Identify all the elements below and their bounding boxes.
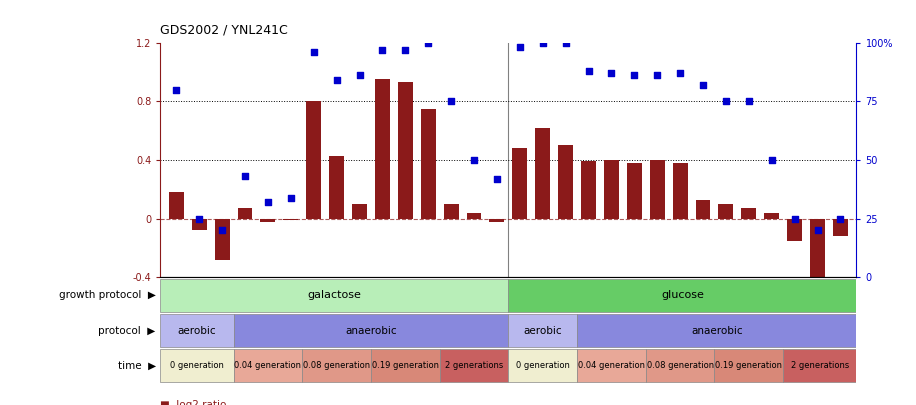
Text: growth protocol  ▶: growth protocol ▶: [59, 290, 156, 301]
Bar: [466, 213, 482, 219]
Bar: [714, 350, 783, 382]
Bar: [627, 163, 642, 219]
Bar: [718, 204, 734, 219]
Text: protocol  ▶: protocol ▶: [99, 326, 156, 336]
Bar: [234, 314, 508, 347]
Point: [810, 227, 824, 234]
Point: [833, 215, 847, 222]
Point: [191, 215, 206, 222]
Point: [466, 157, 482, 163]
Bar: [302, 350, 371, 382]
Text: glucose: glucose: [661, 290, 703, 301]
Bar: [160, 314, 234, 347]
Point: [237, 173, 252, 180]
Bar: [160, 350, 234, 382]
Bar: [783, 350, 856, 382]
Point: [260, 199, 275, 205]
Text: 2 generations: 2 generations: [445, 361, 503, 371]
Point: [398, 46, 412, 53]
Bar: [214, 219, 230, 260]
Text: 0.19 generation: 0.19 generation: [372, 361, 439, 371]
Bar: [581, 162, 596, 219]
Point: [604, 70, 618, 76]
Bar: [440, 350, 508, 382]
Point: [420, 39, 435, 46]
Text: galactose: galactose: [308, 290, 361, 301]
Bar: [508, 279, 856, 312]
Point: [741, 98, 756, 104]
Text: aerobic: aerobic: [523, 326, 562, 336]
Bar: [577, 314, 856, 347]
Bar: [306, 101, 322, 219]
Point: [535, 39, 550, 46]
Text: anaerobic: anaerobic: [691, 326, 743, 336]
Bar: [787, 219, 802, 241]
Text: 0.08 generation: 0.08 generation: [303, 361, 370, 371]
Point: [443, 98, 458, 104]
Point: [581, 68, 595, 74]
Bar: [695, 200, 711, 219]
Point: [787, 215, 802, 222]
Text: GDS2002 / YNL241C: GDS2002 / YNL241C: [160, 23, 288, 36]
Bar: [508, 314, 577, 347]
Point: [283, 194, 298, 201]
Text: 2 generations: 2 generations: [791, 361, 849, 371]
Bar: [489, 219, 505, 222]
Bar: [833, 219, 848, 237]
Bar: [398, 82, 413, 219]
Text: 0.04 generation: 0.04 generation: [234, 361, 301, 371]
Point: [214, 227, 229, 234]
Point: [352, 72, 366, 79]
Point: [489, 175, 504, 182]
Point: [558, 39, 572, 46]
Bar: [352, 204, 367, 219]
Text: 0 generation: 0 generation: [170, 361, 224, 371]
Text: 0.04 generation: 0.04 generation: [578, 361, 645, 371]
Bar: [169, 192, 184, 219]
Bar: [234, 350, 302, 382]
Bar: [764, 213, 780, 219]
Text: ■  log2 ratio: ■ log2 ratio: [160, 401, 226, 405]
Bar: [191, 219, 207, 230]
Point: [375, 46, 389, 53]
Text: 0.19 generation: 0.19 generation: [715, 361, 782, 371]
Bar: [508, 350, 577, 382]
Bar: [741, 209, 757, 219]
Point: [512, 44, 527, 51]
Bar: [283, 219, 299, 220]
Bar: [649, 160, 665, 219]
Point: [169, 86, 183, 93]
Bar: [810, 219, 825, 292]
Bar: [160, 279, 508, 312]
Point: [764, 157, 779, 163]
Point: [672, 70, 687, 76]
Point: [695, 81, 710, 88]
Bar: [237, 209, 253, 219]
Text: anaerobic: anaerobic: [345, 326, 397, 336]
Bar: [558, 145, 573, 219]
Bar: [371, 350, 440, 382]
Bar: [672, 163, 688, 219]
Bar: [577, 350, 646, 382]
Point: [649, 72, 664, 79]
Text: time  ▶: time ▶: [117, 361, 156, 371]
Bar: [420, 109, 436, 219]
Bar: [512, 148, 528, 219]
Point: [329, 77, 344, 83]
Point: [627, 72, 641, 79]
Bar: [535, 128, 551, 219]
Bar: [375, 79, 390, 219]
Text: 0 generation: 0 generation: [516, 361, 570, 371]
Bar: [260, 219, 276, 222]
Bar: [443, 204, 459, 219]
Bar: [646, 350, 714, 382]
Bar: [604, 160, 619, 219]
Bar: [329, 156, 344, 219]
Text: 0.08 generation: 0.08 generation: [647, 361, 714, 371]
Text: aerobic: aerobic: [178, 326, 216, 336]
Point: [718, 98, 733, 104]
Point: [306, 49, 321, 55]
